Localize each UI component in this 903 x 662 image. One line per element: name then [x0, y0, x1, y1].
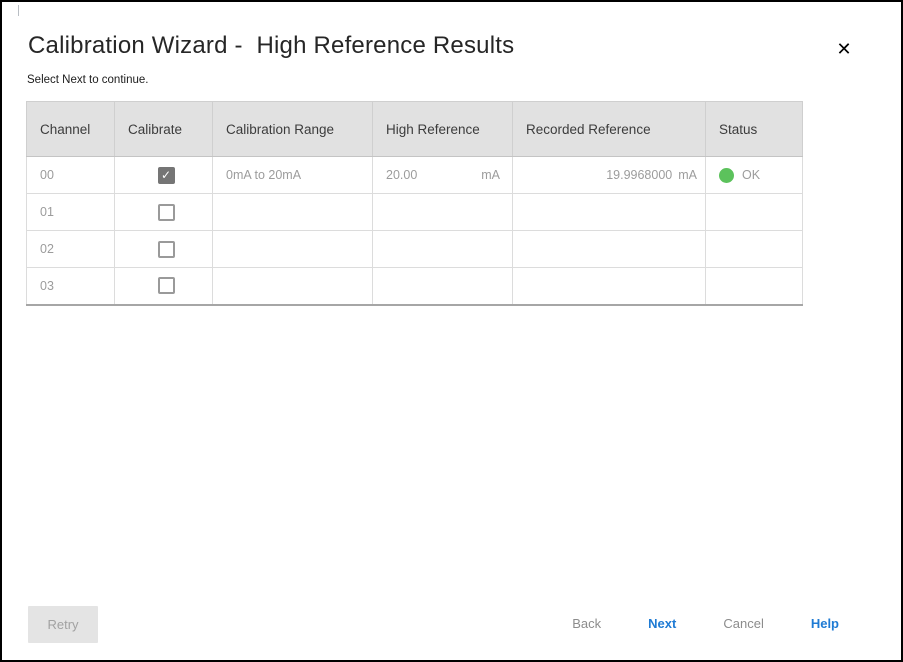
close-button[interactable]: ✕ — [831, 36, 857, 62]
calibrate-checkbox[interactable]: ✓ — [157, 277, 175, 295]
recorded-reference-unit: mA — [678, 168, 697, 182]
instruction-text: Select Next to continue. — [27, 74, 149, 86]
status-ok-icon — [719, 167, 734, 183]
cancel-button[interactable]: Cancel — [723, 616, 764, 631]
calibration-range-cell: 0mA to 20mA — [212, 156, 373, 194]
table-row-channel-02: 02 ✓ — [26, 230, 803, 268]
calibrate-checkbox[interactable]: ✓ — [157, 203, 175, 221]
recorded-reference-value: 19.9968000 — [606, 168, 673, 182]
status-label: OK — [742, 168, 761, 182]
dialog-title: Calibration Wizard - High Reference Resu… — [28, 32, 515, 59]
check-icon: ✓ — [160, 168, 172, 182]
table-header-row: Channel Calibrate Calibration Range High… — [26, 101, 803, 157]
calibration-range-cell — [212, 230, 373, 268]
column-header-high-reference: High Reference — [372, 101, 513, 157]
calibration-results-table: Channel Calibrate Calibration Range High… — [26, 101, 803, 306]
retry-button[interactable]: Retry — [28, 606, 98, 643]
column-header-channel: Channel — [26, 101, 115, 157]
column-header-calibration-range: Calibration Range — [212, 101, 373, 157]
table-row-channel-00: 00 ✓ 0mA to 20mA 20.00 mA 19.9968000 mA — [26, 156, 803, 194]
next-button[interactable]: Next — [648, 616, 677, 631]
channel-cell: 03 — [26, 267, 115, 305]
calibration-range-cell — [212, 267, 373, 305]
table-row-channel-01: 01 ✓ — [26, 193, 803, 231]
column-header-recorded-reference: Recorded Reference — [512, 101, 706, 157]
channel-cell: 01 — [26, 193, 115, 231]
channel-cell: 02 — [26, 230, 115, 268]
back-button[interactable]: Back — [572, 616, 602, 631]
stray-artifact-mark — [18, 5, 19, 16]
column-header-calibrate: Calibrate — [114, 101, 213, 157]
channel-cell: 00 — [26, 156, 115, 194]
high-reference-unit: mA — [481, 168, 500, 182]
table-row-channel-03: 03 ✓ — [26, 267, 803, 305]
column-header-status: Status — [705, 101, 803, 157]
calibrate-checkbox[interactable]: ✓ — [157, 166, 175, 184]
close-icon: ✕ — [836, 38, 852, 59]
help-button[interactable]: Help — [810, 616, 839, 631]
footer-navigation: Back Next Cancel Help — [572, 616, 839, 631]
high-reference-value: 20.00 — [386, 168, 418, 182]
calibrate-checkbox[interactable]: ✓ — [157, 240, 175, 258]
calibration-range-cell — [212, 193, 373, 231]
